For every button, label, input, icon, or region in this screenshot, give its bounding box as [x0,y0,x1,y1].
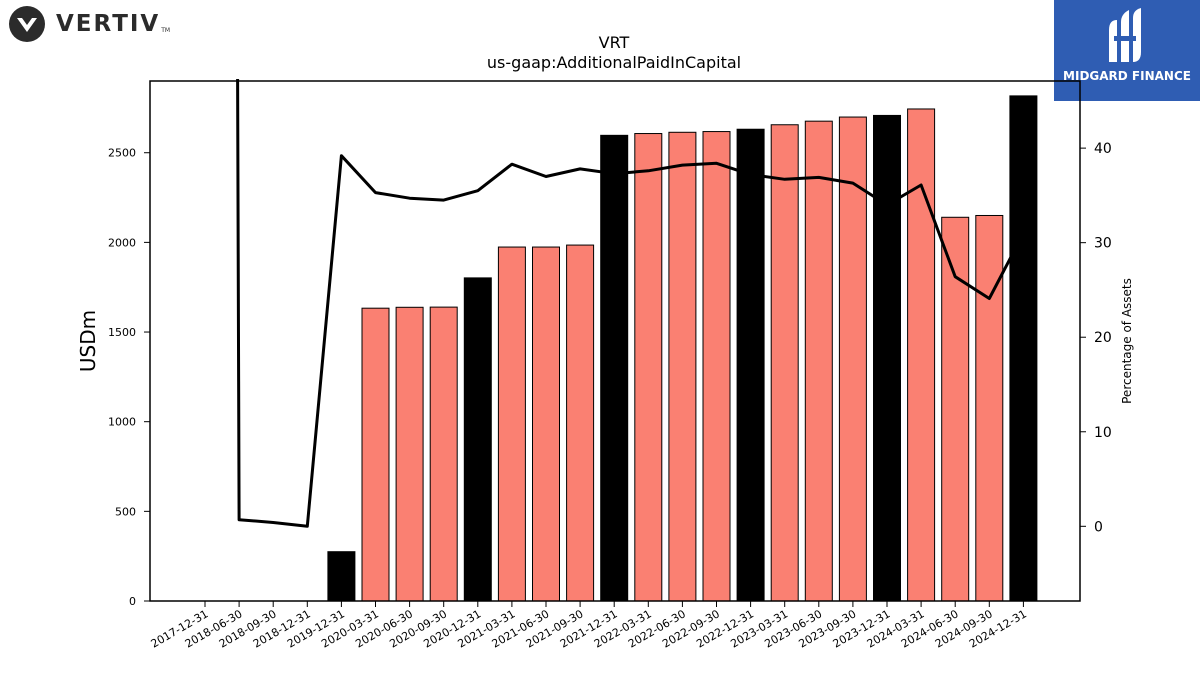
bar-2024-03-31 [907,108,936,602]
midgard-finance-logo: MIDGARD FINANCE [1054,0,1200,101]
y-axis-left: 0 500 1000 1500 2000 2500 [108,147,150,608]
plot-frame [149,80,1081,602]
midgard-logo-text: MIDGARD FINANCE [1063,69,1191,83]
chart-subtitle: us-gaap:AdditionalPaidInCapital [487,53,741,72]
bar-2022-09-30 [702,131,731,602]
bar-2021-06-30 [532,246,560,602]
vertiv-logo: VERTIV TM [8,6,170,42]
bar-2022-03-31 [634,133,663,602]
bar-2022-06-30 [668,131,697,602]
bar-series [327,95,1038,602]
y2-tick-label: 40 [1094,141,1112,157]
vertiv-logo-text: VERTIV [56,11,161,37]
bar-2023-03-31 [770,124,799,602]
bar-2024-09-30 [975,214,1004,602]
bar-2020-06-30 [395,306,424,602]
trademark-mark: TM [161,27,171,34]
bar-2020-12-31 [463,277,492,602]
y-axis-right: 0 10 20 30 40 [1080,141,1112,535]
y-axis-label: USDm [76,310,100,372]
bar-2019-12-31 [327,551,356,602]
y2-tick-label: 0 [1094,519,1103,535]
y-tick-label: 2000 [108,236,136,249]
y-tick-label: 2500 [108,147,136,160]
y-tick-label: 1000 [108,416,136,429]
y2-axis-label: Percentage of Assets [1120,278,1134,404]
bar-2024-12-31 [1009,95,1038,602]
bar-2022-12-31 [736,128,765,602]
y-tick-label: 1500 [108,326,136,339]
bar-2023-06-30 [804,120,833,602]
bar-2021-09-30 [566,244,595,602]
bar-2020-03-31 [361,307,390,602]
y-tick-label: 500 [115,505,136,518]
y2-tick-label: 10 [1094,425,1112,441]
bar-2021-12-31 [600,134,629,602]
y2-tick-label: 20 [1094,330,1112,346]
line-series [236,78,1025,528]
bar-2023-12-31 [873,114,901,602]
bar-2021-03-31 [497,246,526,602]
x-axis: 2017-12-312018-06-302018-09-302018-12-31… [149,601,1029,651]
vertiv-logo-icon [9,6,45,42]
chart-title: VRT [599,33,630,52]
midgard-logo-icon [1109,8,1141,62]
y-tick-label: 0 [129,595,136,608]
bar-2020-09-30 [429,306,458,602]
y2-tick-label: 30 [1094,236,1112,252]
percentage-of-assets-line [236,78,1025,528]
